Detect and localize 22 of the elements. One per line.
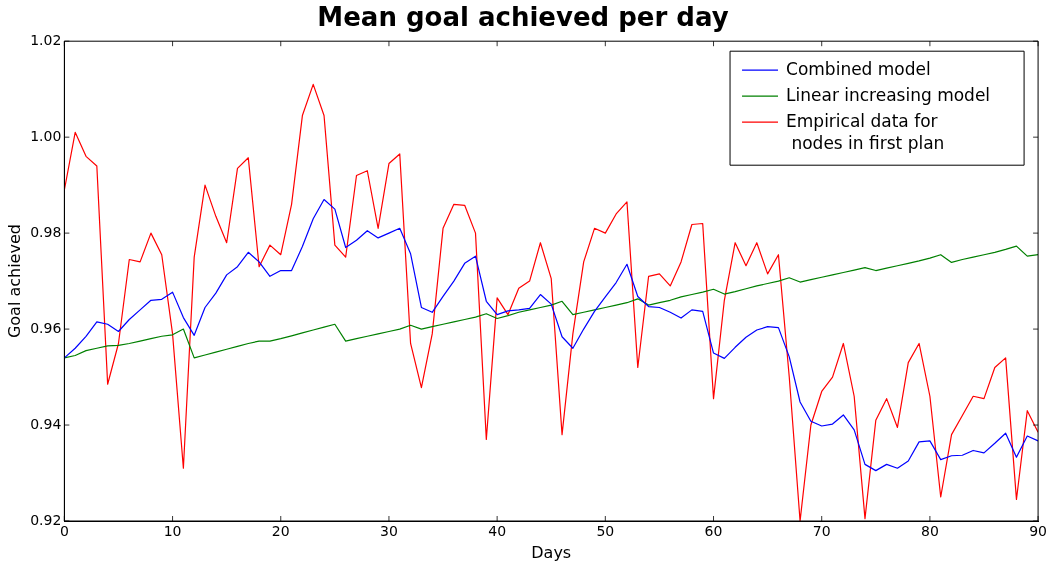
x-tick-label: 0 xyxy=(59,523,69,540)
x-tick-label: 70 xyxy=(812,523,831,540)
legend-label: Empirical data for nodes in first plan xyxy=(786,110,945,153)
y-tick-label: 0.94 xyxy=(30,415,62,432)
y-tick-label: 0.92 xyxy=(30,511,62,528)
legend-label: Combined model xyxy=(786,58,931,79)
y-tick-label: 1.02 xyxy=(30,31,62,48)
x-tick-label: 80 xyxy=(920,523,939,540)
legend-label: Linear increasing model xyxy=(786,84,991,105)
x-tick-label: 30 xyxy=(380,523,398,540)
y-tick-label: 0.98 xyxy=(30,223,62,240)
y-tick-label: 0.96 xyxy=(30,319,62,336)
x-tick-label: 10 xyxy=(163,523,182,540)
x-tick-label: 90 xyxy=(1029,523,1048,540)
x-tick-label: 20 xyxy=(271,523,290,540)
y-tick-label: 1.00 xyxy=(30,127,62,144)
x-tick-label: 50 xyxy=(596,523,615,540)
chart-title: Mean goal achieved per day xyxy=(317,2,729,33)
x-tick-label: 40 xyxy=(488,523,507,540)
x-axis-title: Days xyxy=(531,542,572,562)
x-tick-label: 60 xyxy=(704,523,723,540)
y-axis-title: Goal achieved xyxy=(4,224,24,339)
